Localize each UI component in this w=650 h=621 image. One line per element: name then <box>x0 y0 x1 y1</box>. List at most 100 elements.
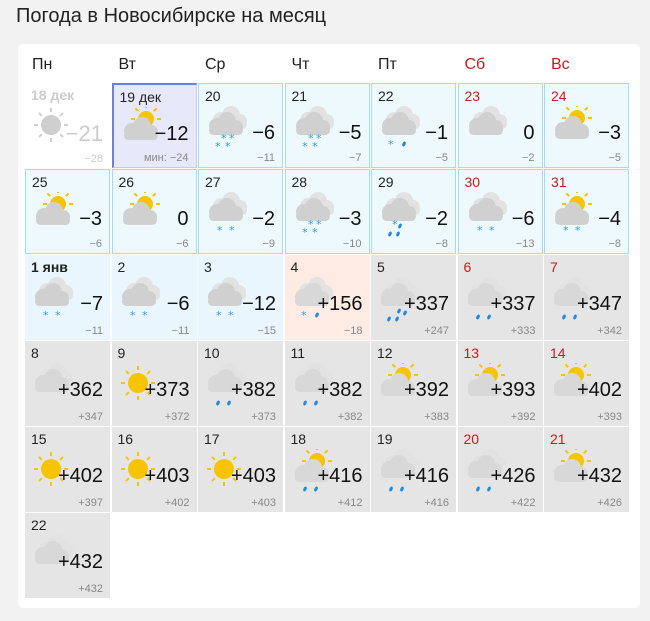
day-cell[interactable]: 15 +402 +397 <box>25 427 110 512</box>
min-temperature: +397 <box>78 497 103 509</box>
sun-icon <box>116 363 166 413</box>
day-cell[interactable]: 11 +382 +382 <box>284 341 370 426</box>
day-cell[interactable]: 23 0 −2 <box>457 83 543 168</box>
day-temperature: 0 <box>177 208 189 230</box>
cloud-icon: * * <box>29 277 79 327</box>
svg-text:*: * <box>217 224 223 237</box>
day-cell[interactable]: 4 * +156 −18 <box>284 255 370 340</box>
day-date: 30 <box>464 174 481 190</box>
day-cell[interactable]: 6 +337 +333 <box>457 255 543 340</box>
day-cell[interactable]: 18 дек −21 −28 <box>25 83 110 168</box>
min-temperature: +432 <box>78 583 103 595</box>
day-cell[interactable]: 18 +416 +412 <box>284 427 370 512</box>
day-temperature: +382 <box>230 379 276 401</box>
day-cell[interactable]: 8 +362 +347 <box>25 341 110 426</box>
day-date: 28 <box>291 174 308 190</box>
cloud-icon <box>29 363 79 413</box>
cloud-icon: * * <box>203 192 253 242</box>
day-temperature: +416 <box>403 465 449 487</box>
day-temperature: −3 <box>79 208 102 230</box>
day-cell[interactable]: 30 * * −6 −13 <box>457 169 543 254</box>
day-temperature: −4 <box>598 208 621 230</box>
cloud-icon <box>462 277 512 327</box>
day-date: 26 <box>118 174 135 190</box>
weekday-header: Пт <box>378 56 397 73</box>
day-cell[interactable]: 9 +373 +372 <box>111 341 197 426</box>
day-cell[interactable]: 21 +432 +426 <box>544 427 629 512</box>
day-temperature: 0 <box>523 122 535 144</box>
day-cell[interactable]: 27 * * −2 −9 <box>198 169 283 254</box>
day-cell[interactable]: 13 +393 +392 <box>457 341 543 426</box>
day-cell[interactable]: 22 +432 +432 <box>25 513 110 598</box>
day-cell[interactable]: 24 −3 −5 <box>544 83 629 168</box>
day-date: 11 <box>290 345 306 361</box>
suncloud-icon <box>548 446 598 499</box>
day-date: 6 <box>463 259 472 275</box>
day-cell[interactable]: 7 +347 +342 <box>544 255 629 340</box>
weekday-header: Сб <box>464 56 486 73</box>
day-cell[interactable]: 16 +403 +402 <box>111 427 197 512</box>
svg-text:*: * <box>43 309 49 322</box>
day-cell[interactable]: 14 +402 +393 <box>544 341 629 426</box>
day-cell[interactable]: 19 дек −12 мин: −24 <box>111 83 197 168</box>
min-temperature: +333 <box>510 325 536 337</box>
day-cell[interactable]: 12 +392 +383 <box>371 341 456 426</box>
svg-text:*: * <box>392 218 398 231</box>
min-temperature: −6 <box>175 238 189 250</box>
svg-text:*: * <box>388 138 394 151</box>
min-temperature: −6 <box>89 238 102 250</box>
min-temperature: +383 <box>424 411 449 423</box>
weekday-header: Вт <box>118 56 136 73</box>
day-cell[interactable]: 17 +403 +403 <box>198 427 283 512</box>
sun-icon <box>29 105 79 155</box>
min-temperature: +416 <box>424 497 449 509</box>
day-temperature: +156 <box>317 293 363 315</box>
page-title: Погода в Новосибирске на месяц <box>16 5 327 27</box>
day-cell[interactable]: 31 * * −4 −8 <box>544 169 629 254</box>
min-temperature: +402 <box>164 497 190 509</box>
cloud-icon <box>289 363 339 413</box>
svg-text:*: * <box>489 224 495 237</box>
day-date: 21 <box>550 431 566 447</box>
svg-text:*: * <box>563 224 569 237</box>
day-cell[interactable]: 1 янв * * −7 −11 <box>25 255 110 340</box>
weekday-header: Пн <box>32 56 53 73</box>
day-cell[interactable]: 20 +426 +422 <box>457 427 543 512</box>
day-temperature: −6 <box>166 293 190 315</box>
svg-text:*: * <box>308 132 314 145</box>
cloud-icon: * * * * <box>290 192 340 242</box>
day-temperature: +382 <box>317 379 363 401</box>
cloud-icon <box>29 535 79 585</box>
day-cell[interactable]: 22 * −1 −5 <box>371 83 456 168</box>
cloud-icon: * <box>376 192 426 242</box>
suncloud-icon <box>289 446 339 499</box>
svg-text:*: * <box>477 224 483 237</box>
day-date: 12 <box>377 345 393 361</box>
day-cell[interactable]: 5 +337 +247 <box>371 255 456 340</box>
day-cell[interactable]: 26 0 −6 <box>111 169 197 254</box>
day-cell[interactable]: 21 * * * * −5 −7 <box>284 83 370 168</box>
suncloud-icon <box>549 103 599 156</box>
day-date: 31 <box>551 174 567 190</box>
day-cell[interactable]: 3 * * −12 −15 <box>198 255 283 340</box>
day-temperature: +403 <box>230 465 276 487</box>
svg-text:*: * <box>302 140 308 153</box>
day-cell[interactable]: 29 * −2 −8 <box>371 169 456 254</box>
day-cell[interactable]: 28 * * * * −3 −10 <box>284 169 370 254</box>
day-cell[interactable]: 25 −3 −6 <box>25 169 110 254</box>
day-temperature: +416 <box>317 465 363 487</box>
min-temperature: +403 <box>251 497 276 509</box>
min-temperature: +392 <box>510 411 536 423</box>
day-cell[interactable]: 2 * * −6 −11 <box>111 255 197 340</box>
day-cell[interactable]: 20 * * * * −6 −11 <box>198 83 283 168</box>
day-date: 7 <box>550 259 558 275</box>
cloud-icon: * * <box>463 192 513 242</box>
svg-text:*: * <box>312 226 318 239</box>
min-temperature: −13 <box>515 238 535 250</box>
day-temperature: +402 <box>57 465 103 487</box>
day-cell[interactable]: 19 +416 +416 <box>371 427 456 512</box>
weekday-header: Чт <box>291 56 310 73</box>
cloud-icon: * <box>376 106 426 156</box>
svg-text:*: * <box>130 309 136 322</box>
day-cell[interactable]: 10 +382 +373 <box>198 341 283 426</box>
